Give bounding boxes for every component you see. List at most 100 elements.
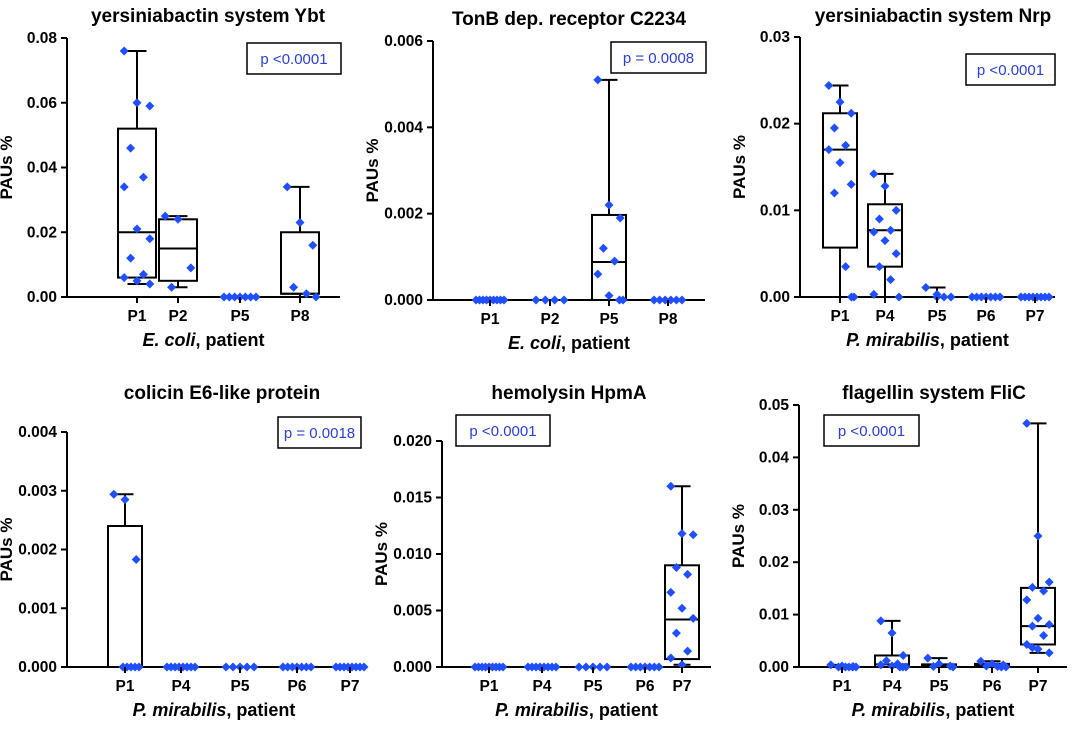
x-tick-label: P7 bbox=[341, 678, 360, 695]
data-point bbox=[1044, 620, 1054, 630]
y-tick-label: 0.010 bbox=[393, 546, 432, 563]
chart-panel-2: TonB dep. receptor C2234 0.000 0.002 0.004 0… bbox=[363, 9, 707, 353]
data-point bbox=[308, 240, 318, 250]
data-point bbox=[186, 263, 196, 273]
data-point bbox=[841, 140, 851, 150]
data-point bbox=[688, 530, 698, 540]
x-tick-label: P1 bbox=[116, 678, 135, 695]
y-tick-label: 0.000 bbox=[384, 292, 423, 309]
data-point bbox=[1033, 531, 1043, 541]
data-point bbox=[874, 262, 884, 272]
x-axis-label-species: P. mirabilis bbox=[133, 700, 227, 720]
x-axis-label: P. mirabilis, patient bbox=[133, 700, 296, 720]
y-tick-label: 0.02 bbox=[759, 554, 789, 571]
data-point bbox=[131, 554, 141, 564]
chart-title: hemolysin HpmA bbox=[491, 383, 646, 404]
x-tick-label: P1 bbox=[128, 308, 147, 325]
pvalue-label: p = 0.0008 bbox=[623, 50, 694, 67]
pvalue-box bbox=[823, 414, 920, 447]
data-point bbox=[923, 653, 933, 663]
x-tick-label: P6 bbox=[977, 308, 996, 325]
data-point bbox=[1027, 621, 1037, 631]
y-tick-label: 0.05 bbox=[759, 397, 790, 414]
data-point bbox=[655, 295, 665, 305]
x-tick-label: P7 bbox=[673, 678, 692, 695]
chart-panel-4: colicin E6-like protein 0.000 0.001 0.002 0.… bbox=[0, 383, 369, 720]
x-tick-label: P5 bbox=[930, 678, 949, 695]
box-p6 bbox=[967, 292, 1005, 302]
data-point bbox=[939, 292, 949, 302]
data-point bbox=[249, 662, 259, 672]
box-p6 bbox=[626, 662, 664, 672]
pvalue-label: p <0.0001 bbox=[838, 423, 905, 440]
box-p5 bbox=[221, 662, 259, 672]
data-point bbox=[1022, 595, 1032, 605]
data-point bbox=[301, 289, 311, 299]
data-point bbox=[551, 662, 561, 672]
data-point bbox=[901, 662, 911, 672]
data-point bbox=[677, 295, 687, 305]
data-point bbox=[671, 295, 681, 305]
box-p1 bbox=[117, 46, 157, 289]
box-p7 bbox=[1016, 292, 1054, 302]
data-point bbox=[134, 662, 144, 672]
data-point bbox=[891, 205, 901, 215]
data-point bbox=[550, 295, 560, 305]
data-point bbox=[228, 662, 238, 672]
y-axis-label: PAUs % bbox=[730, 135, 749, 199]
data-point bbox=[841, 262, 851, 272]
data-point bbox=[851, 662, 861, 672]
x-tick-label: P1 bbox=[481, 311, 500, 328]
chart-panel-5: hemolysin HpmA 0.000 0.005 0.010 0.015 0.020 P… bbox=[372, 383, 711, 720]
data-point bbox=[1044, 577, 1054, 587]
data-point bbox=[967, 292, 977, 302]
data-point bbox=[881, 656, 891, 666]
box-iqr bbox=[867, 203, 903, 268]
data-point bbox=[224, 292, 234, 302]
x-tick-label: P5 bbox=[231, 678, 250, 695]
box-iqr bbox=[117, 127, 157, 279]
x-tick-label: P4 bbox=[876, 308, 895, 325]
y-tick-label: 0.000 bbox=[18, 659, 57, 676]
box-p7 bbox=[1020, 418, 1056, 658]
data-point bbox=[835, 97, 845, 107]
data-point bbox=[282, 182, 292, 192]
data-point bbox=[301, 662, 311, 672]
box-p1 bbox=[107, 489, 144, 672]
data-point bbox=[829, 188, 839, 198]
x-tick-label: P7 bbox=[1029, 678, 1048, 695]
data-point bbox=[306, 662, 316, 672]
y-axis-label: PAUs % bbox=[363, 139, 382, 203]
data-point bbox=[654, 662, 664, 672]
chart-panel-1: yersiniabactin system Ybt 0.00 0.02 0.04 0.0… bbox=[0, 6, 342, 350]
y-tick-label: 0.03 bbox=[760, 29, 791, 46]
box-p5 bbox=[574, 662, 612, 672]
data-point bbox=[887, 661, 897, 671]
data-point bbox=[869, 227, 879, 237]
data-point bbox=[132, 98, 142, 108]
data-point bbox=[876, 616, 886, 626]
y-tick-label: 0.08 bbox=[27, 30, 58, 47]
data-point bbox=[635, 662, 645, 672]
x-tick-label: P7 bbox=[1026, 308, 1045, 325]
data-point bbox=[880, 181, 890, 191]
data-point bbox=[311, 292, 321, 302]
data-point bbox=[173, 214, 183, 224]
x-axis-label-species: P. mirabilis bbox=[852, 700, 946, 720]
chart-title: TonB dep. receptor C2234 bbox=[452, 9, 686, 30]
x-axis-label: E. coli, patient bbox=[142, 330, 264, 350]
data-point bbox=[683, 646, 693, 656]
data-point bbox=[297, 662, 307, 672]
pvalue-box bbox=[965, 53, 1056, 86]
x-axis-label: E. coli, patient bbox=[508, 333, 630, 353]
y-tick-label: 0.00 bbox=[760, 289, 790, 306]
data-point bbox=[886, 225, 896, 235]
pvalue-box bbox=[246, 42, 342, 75]
chart-panel-6: flagellin system FliC 0.00 0.01 0.02 0.03 0.0… bbox=[729, 383, 1067, 720]
x-axis-label-suffix: , patient bbox=[561, 333, 630, 353]
data-point bbox=[119, 182, 129, 192]
x-tick-label: P4 bbox=[172, 678, 191, 695]
y-tick-label: 0.006 bbox=[384, 33, 423, 50]
data-point bbox=[688, 613, 698, 623]
data-point bbox=[145, 279, 155, 289]
